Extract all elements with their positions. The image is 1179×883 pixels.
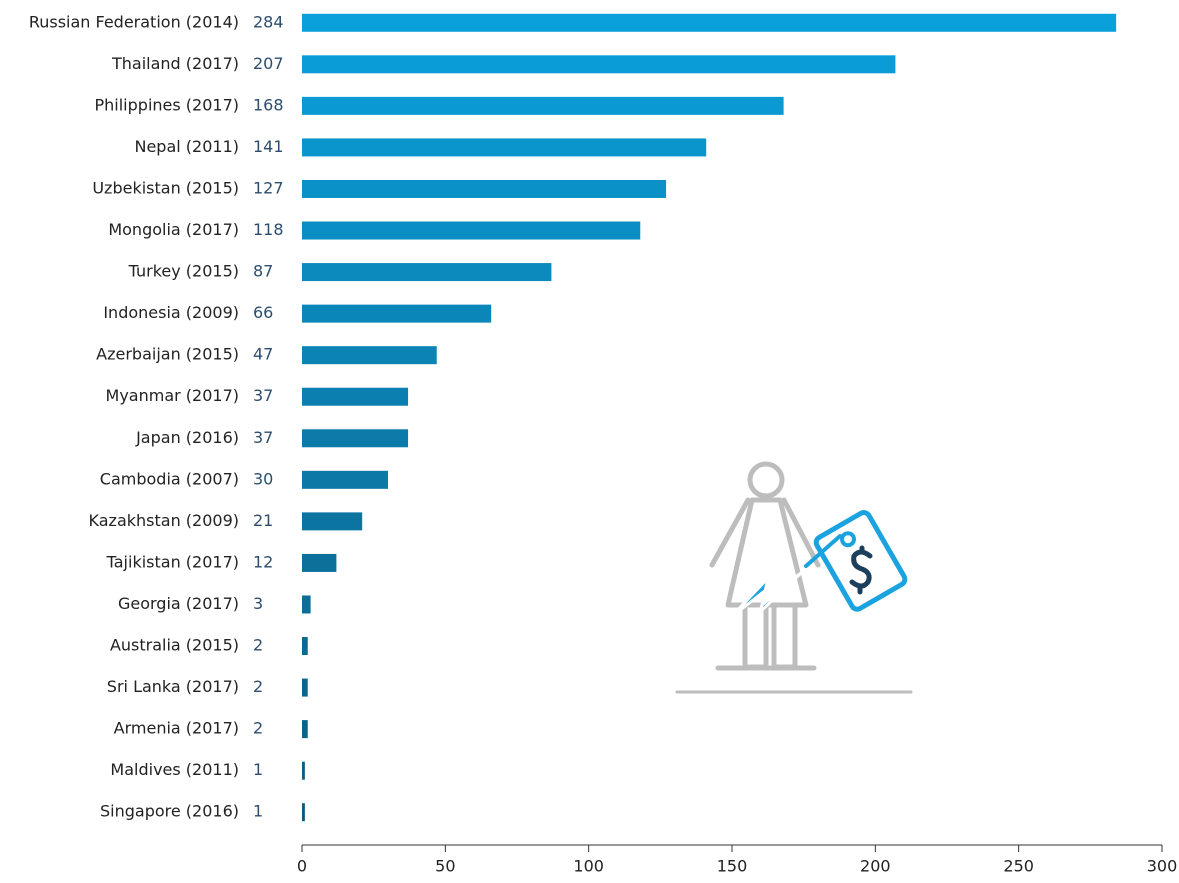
y-tick-label: Indonesia (2009) [103,303,239,322]
y-tick-label: Tajikistan (2017) [106,552,239,571]
y-tick-label: Cambodia (2007) [100,469,239,488]
value-label: 118 [253,220,284,239]
bar [302,720,308,739]
illustration [675,461,913,694]
x-tick-label: 200 [860,857,891,876]
bar [302,96,784,115]
bar [302,221,641,240]
value-label: 12 [253,552,273,571]
value-label: 66 [253,303,273,322]
value-label: 47 [253,345,273,364]
bar [302,304,492,323]
bar [302,138,707,157]
y-tick-label: Azerbaijan (2015) [96,345,239,364]
y-tick-label: Maldives (2011) [110,760,239,779]
bar [302,761,305,780]
value-label: 1 [253,802,263,821]
y-tick-label: Kazakhstan (2009) [89,511,239,530]
y-tick-label: Australia (2015) [110,636,239,655]
y-tick-label: Singapore (2016) [100,802,239,821]
value-label: 1 [253,760,263,779]
y-tick-label: Thailand (2017) [111,54,239,73]
value-label: 30 [253,469,273,488]
bar [302,470,388,489]
value-label: 21 [253,511,273,530]
value-label: 284 [253,12,284,31]
y-tick-label: Nepal (2011) [134,137,239,156]
y-tick-label: Uzbekistan (2015) [92,178,239,197]
value-label: 2 [253,636,263,655]
value-label: 37 [253,428,273,447]
bar [302,263,552,282]
y-tick-label: Turkey (2015) [128,262,239,281]
bar [302,678,308,697]
bar [302,803,305,822]
x-tick-label: 300 [1147,857,1178,876]
y-tick-label: Philippines (2017) [95,95,240,114]
value-label: 37 [253,386,273,405]
y-tick-label: Sri Lanka (2017) [107,677,239,696]
value-label: 87 [253,262,273,281]
bar [302,429,409,448]
y-tick-label: Georgia (2017) [118,594,239,613]
bar [302,55,896,74]
x-tick-label: 0 [297,857,307,876]
value-label: 3 [253,594,263,613]
value-label: 168 [253,95,284,114]
y-tick-label: Japan (2016) [135,428,239,447]
value-label: 207 [253,54,284,73]
bar [302,346,437,365]
bar [302,512,363,531]
y-tick-label: Armenia (2017) [114,719,239,738]
bar [302,13,1117,32]
x-tick-label: 50 [435,857,455,876]
x-tick-label: 100 [573,857,604,876]
bar [302,179,667,198]
bar [302,595,311,614]
y-tick-label: Mongolia (2017) [108,220,239,239]
value-label: 2 [253,719,263,738]
value-label: 141 [253,137,284,156]
bar [302,387,409,406]
bar [302,637,308,656]
bar [302,553,337,572]
value-label: 2 [253,677,263,696]
y-tick-label: Myanmar (2017) [106,386,239,405]
x-tick-label: 150 [717,857,748,876]
y-tick-label: Russian Federation (2014) [29,12,239,31]
value-label: 127 [253,178,284,197]
x-tick-label: 250 [1003,857,1034,876]
